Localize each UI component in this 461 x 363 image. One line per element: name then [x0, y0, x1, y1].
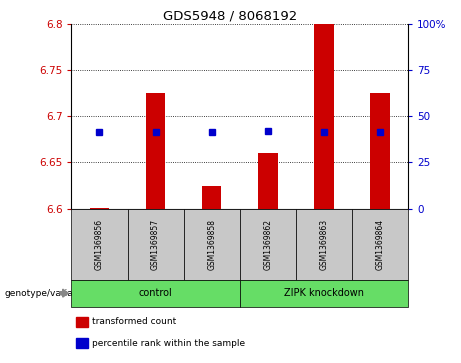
Text: control: control [139, 288, 172, 298]
Bar [314, 24, 334, 209]
Text: ZIPK knockdown: ZIPK knockdown [284, 288, 364, 298]
Bar [258, 153, 278, 209]
Text: GSM1369856: GSM1369856 [95, 219, 104, 270]
Bar [370, 93, 390, 209]
Text: GSM1369864: GSM1369864 [375, 219, 384, 270]
Text: GSM1369862: GSM1369862 [263, 219, 272, 270]
Text: GSM1369863: GSM1369863 [319, 219, 328, 270]
Text: transformed count: transformed count [92, 317, 177, 326]
Text: GSM1369858: GSM1369858 [207, 219, 216, 270]
Bar [90, 208, 109, 209]
Text: GSM1369857: GSM1369857 [151, 219, 160, 270]
Text: percentile rank within the sample: percentile rank within the sample [92, 339, 245, 348]
Bar [202, 185, 221, 209]
Text: GDS5948 / 8068192: GDS5948 / 8068192 [163, 9, 298, 22]
Text: genotype/variation: genotype/variation [5, 289, 91, 298]
Bar [146, 93, 165, 209]
